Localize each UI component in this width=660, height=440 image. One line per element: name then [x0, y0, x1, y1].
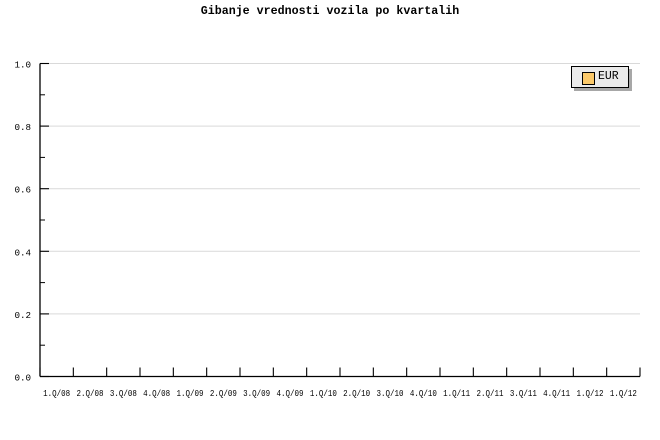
svg-text:1.Q/11: 1.Q/11	[443, 388, 470, 399]
svg-text:3.Q/10: 3.Q/10	[377, 388, 404, 399]
svg-text:0.8: 0.8	[14, 122, 31, 133]
svg-text:2.Q/08: 2.Q/08	[77, 388, 104, 399]
svg-text:2.Q/11: 2.Q/11	[477, 388, 504, 399]
svg-text:4.Q/08: 4.Q/08	[143, 388, 170, 399]
svg-text:1.Q/12: 1.Q/12	[610, 388, 637, 399]
svg-text:1.0: 1.0	[14, 60, 31, 71]
svg-text:1.Q/10: 1.Q/10	[310, 388, 337, 399]
svg-text:2.Q/10: 2.Q/10	[343, 388, 370, 399]
svg-text:2.Q/09: 2.Q/09	[210, 388, 237, 399]
svg-text:1.Q/08: 1.Q/08	[43, 388, 70, 399]
svg-text:0.2: 0.2	[14, 310, 31, 321]
svg-text:3.Q/11: 3.Q/11	[510, 388, 537, 399]
svg-text:4.Q/09: 4.Q/09	[277, 388, 304, 399]
svg-text:4.Q/11: 4.Q/11	[543, 388, 570, 399]
svg-text:1.Q/09: 1.Q/09	[177, 388, 204, 399]
svg-text:0.0: 0.0	[14, 373, 31, 384]
svg-text:3.Q/08: 3.Q/08	[110, 388, 137, 399]
svg-text:0.4: 0.4	[14, 247, 31, 258]
svg-text:0.6: 0.6	[14, 185, 31, 196]
svg-text:1.Q/12: 1.Q/12	[577, 388, 604, 399]
svg-text:4.Q/10: 4.Q/10	[410, 388, 437, 399]
svg-text:3.Q/09: 3.Q/09	[243, 388, 270, 399]
